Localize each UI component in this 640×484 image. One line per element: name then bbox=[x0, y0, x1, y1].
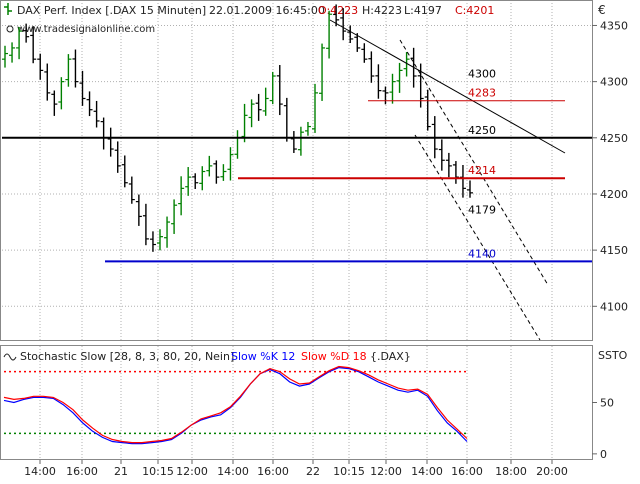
trend-lines bbox=[329, 19, 566, 341]
price-tick-label: 4200 bbox=[600, 188, 628, 201]
stochastic-axis: 0 50 bbox=[592, 397, 614, 461]
level-label-4250: 4250 bbox=[468, 124, 496, 137]
slow-k-legend: Slow %K 12 bbox=[231, 350, 295, 363]
time-tick-label: 22 bbox=[306, 465, 320, 478]
time-tick-label: 21 bbox=[114, 465, 128, 478]
bar-datetime: 22.01.2009 16:45:00 bbox=[209, 4, 325, 17]
time-tick-label: 12:00 bbox=[176, 465, 208, 478]
stochastic-grid bbox=[39, 346, 553, 459]
stochastic-tick-label: 50 bbox=[600, 397, 614, 410]
level-label-4179: 4179 bbox=[468, 204, 496, 217]
low-value: L:4197 bbox=[404, 4, 442, 17]
stochastic-header: Stochastic Slow [28, 8, 3, 80, 20, Nein]… bbox=[3, 349, 628, 363]
price-bars bbox=[2, 4, 473, 252]
price-tick-label: 4250 bbox=[600, 132, 628, 145]
time-tick-label: 12:00 bbox=[370, 465, 402, 478]
price-axis: 4100 4150 4200 4250 4300 4350 bbox=[592, 19, 628, 313]
stochastic-source: {.DAX} bbox=[370, 350, 411, 363]
time-tick-label: 16:00 bbox=[66, 465, 98, 478]
stochastic-lines bbox=[3, 365, 468, 445]
time-tick-label: 14:00 bbox=[411, 465, 443, 478]
price-tick-label: 4100 bbox=[600, 300, 628, 313]
time-tick-label: 10:15 bbox=[333, 465, 365, 478]
stochastic-tick-label: 0 bbox=[600, 448, 607, 461]
time-tick-label: 16:00 bbox=[257, 465, 289, 478]
time-tick-label: 14:00 bbox=[24, 465, 56, 478]
stochastic-title: Stochastic Slow [28, 8, 3, 80, 20, Nein] bbox=[20, 350, 234, 363]
level-label-4214: 4214 bbox=[468, 164, 496, 177]
open-value: O:4223 bbox=[318, 4, 358, 17]
price-tick-label: 4350 bbox=[600, 19, 628, 32]
watermark-text: www.tradesignalonline.com bbox=[17, 24, 155, 35]
ohlc-bar-icon bbox=[4, 3, 12, 15]
downtrend-line bbox=[329, 19, 566, 154]
ssto-axis-label: SSTO bbox=[598, 349, 628, 362]
time-tick-label: 10:15 bbox=[142, 465, 174, 478]
watermark-dot-icon bbox=[6, 25, 14, 33]
horizontal-levels: 4300 4283 4250 4214 4179 4140 bbox=[2, 68, 592, 263]
time-axis: 14:00 16:00 21 10:15 12:00 14:00 16:00 22 10:15 1… bbox=[24, 460, 568, 478]
price-header: DAX Perf. Index [.DAX 15 Minuten] 22.01.… bbox=[4, 3, 606, 35]
level-label-4283: 4283 bbox=[468, 87, 496, 100]
channel-upper-dashed bbox=[399, 39, 549, 286]
instrument-title: DAX Perf. Index [.DAX 15 Minuten] bbox=[17, 4, 206, 17]
slow-d-line bbox=[3, 365, 468, 444]
indicator-wave-icon bbox=[3, 353, 17, 361]
level-label-4140: 4140 bbox=[468, 247, 496, 260]
high-value: H:4223 bbox=[362, 4, 402, 17]
close-value: C:4201 bbox=[455, 4, 494, 17]
currency-label: € bbox=[598, 3, 606, 17]
time-tick-label: 20:00 bbox=[536, 465, 568, 478]
price-panel-frame bbox=[0, 0, 593, 341]
time-tick-label: 14:00 bbox=[217, 465, 249, 478]
channel-lower-dashed bbox=[414, 134, 541, 341]
stochastic-panel-frame bbox=[0, 345, 593, 460]
slow-d-legend: Slow %D 18 bbox=[301, 350, 367, 363]
price-tick-label: 4150 bbox=[600, 244, 628, 257]
price-tick-label: 4300 bbox=[600, 76, 628, 89]
time-tick-label: 18:00 bbox=[495, 465, 527, 478]
level-label-4300: 4300 bbox=[468, 68, 496, 81]
time-tick-label: 16:00 bbox=[451, 465, 483, 478]
slow-k-line bbox=[3, 366, 468, 445]
